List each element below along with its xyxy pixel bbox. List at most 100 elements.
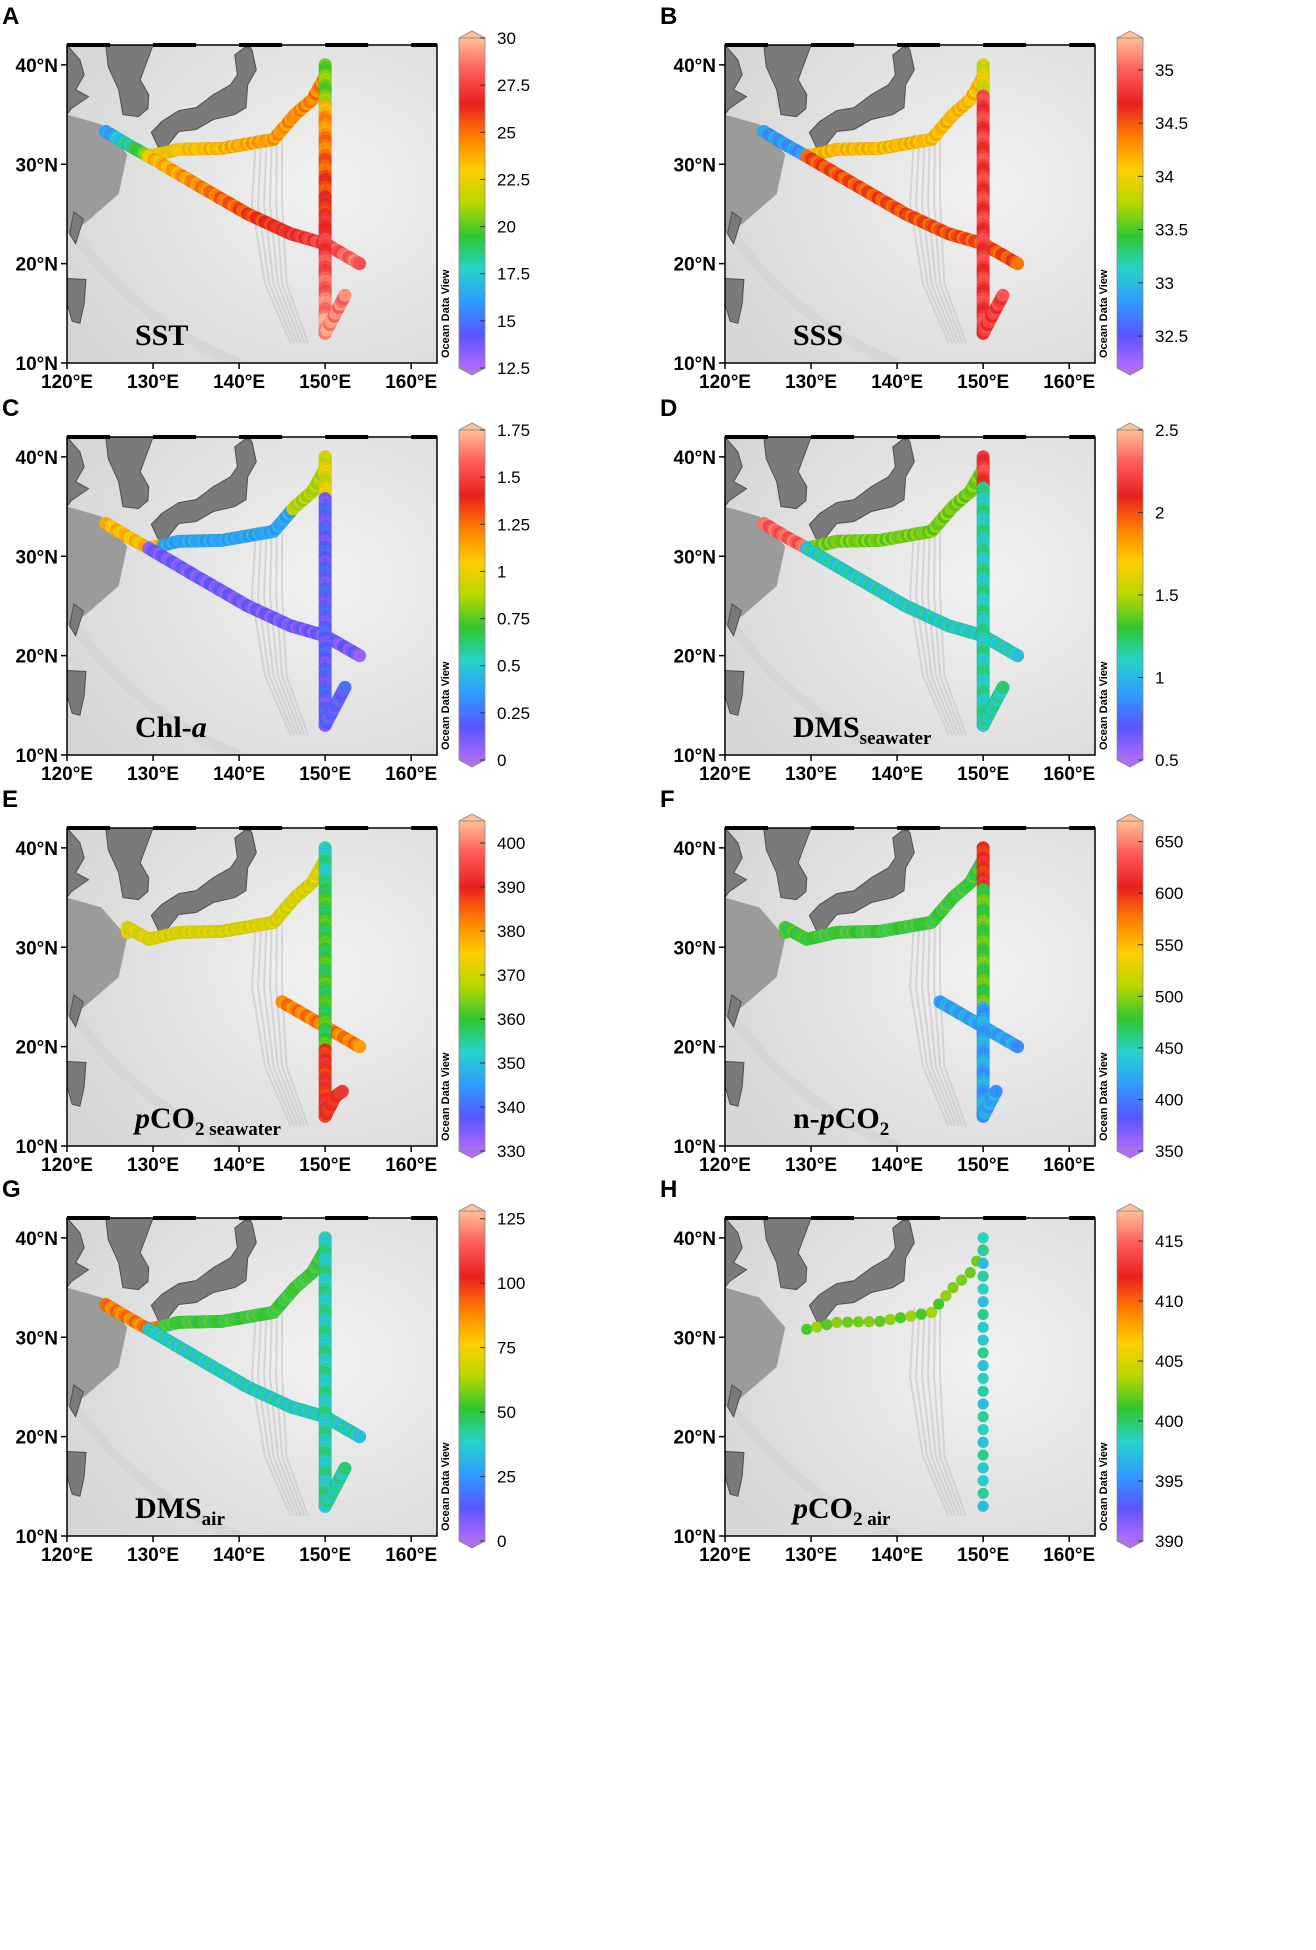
x-tick-label: 140°E [213, 1545, 265, 1566]
x-tick-label: 130°E [785, 764, 837, 785]
x-tick-label: 130°E [785, 1155, 837, 1176]
colorbar-tick-label: 2.5 [1155, 421, 1179, 440]
colorbar-tick-label: 370 [497, 966, 525, 985]
colorbar-tick-label: 32.5 [1155, 327, 1188, 346]
track-point [352, 1429, 367, 1444]
y-tick-label: 40°N [16, 1229, 58, 1250]
colorbar: 35 34.5 34 33.5 33 32.5 [1116, 30, 1188, 376]
y-tick-label: 40°N [16, 56, 58, 77]
track-point [338, 1461, 352, 1476]
x-tick-label: 150°E [957, 764, 1009, 785]
y-tick-label: 30°N [16, 155, 58, 176]
track-point [821, 1318, 833, 1331]
track-point [932, 1298, 945, 1310]
variable-name: Chl-a [135, 711, 207, 744]
land-mass [69, 994, 84, 1028]
cruise-track [756, 450, 1025, 732]
x-tick-label: 120°E [699, 1545, 751, 1566]
colorbar-tick-label: 400 [1155, 1412, 1183, 1431]
y-tick-label: 30°N [16, 938, 58, 959]
x-tick-label: 160°E [1043, 372, 1095, 393]
track-point [811, 1321, 823, 1333]
panel-d: D DMSseawater 120°E 130°E 140°E 150°E 160°E 10°… [658, 392, 1316, 879]
track-point [977, 1372, 989, 1385]
colorbar-tick-label: 450 [1155, 1039, 1183, 1058]
track-point [894, 1312, 907, 1324]
track-point [977, 1500, 989, 1512]
x-tick-label: 160°E [385, 372, 437, 393]
track-point [884, 1313, 896, 1326]
y-tick-label: 40°N [674, 448, 716, 469]
cruise-track [120, 841, 367, 1123]
odv-watermark: Ocean Data View [1098, 269, 1110, 358]
panel-label: E [2, 786, 18, 813]
land-mass [150, 45, 257, 156]
cruise-track [98, 450, 367, 732]
track-point [800, 1323, 813, 1336]
colorbar-tick-label: 1.5 [497, 468, 521, 487]
track-point [977, 1283, 989, 1295]
variable-name: DMSseawater [793, 711, 932, 749]
colorbar-tick-label: 390 [1155, 1532, 1183, 1551]
panel-label: A [2, 3, 19, 30]
map-f: Fn-pCO2 120°E 130°E 140°E 150°E 160°E 10°N 20°N… [660, 786, 1183, 1176]
colorbar-tick-label: 600 [1155, 884, 1183, 903]
basemap [67, 828, 437, 1146]
track-point [977, 1398, 989, 1410]
x-tick-label: 160°E [1043, 764, 1095, 785]
track-point [955, 1274, 968, 1286]
colorbar: 30 27.5 25 22.5 20 17.5 15 12.5 [458, 29, 530, 378]
land-mass [763, 828, 812, 901]
track-point [977, 1385, 989, 1397]
track-point [977, 1244, 989, 1257]
track-point [1010, 1039, 1025, 1054]
track-point [977, 1359, 989, 1372]
map-g: G DMSair 120°E 130°E 140°E 150°E 160°E 10°N 20°N… [2, 1176, 525, 1566]
colorbar: 650 600 550 500 450 400 350 [1116, 813, 1183, 1161]
x-tick-label: 120°E [699, 764, 751, 785]
colorbar-tick-label: 390 [497, 878, 525, 897]
track-point [977, 1347, 989, 1359]
track-point [352, 648, 367, 663]
variable-name: pCO2 air [790, 1492, 891, 1530]
variable-name: SSS [793, 319, 843, 352]
track-point [352, 1039, 367, 1054]
x-tick-label: 140°E [871, 1545, 923, 1566]
odv-watermark: Ocean Data View [440, 1052, 452, 1141]
y-tick-label: 10°N [16, 1137, 58, 1158]
y-tick-label: 30°N [674, 1328, 716, 1349]
track-point [977, 1462, 989, 1474]
y-tick-label: 10°N [674, 746, 716, 767]
land-mass [150, 437, 257, 548]
track-point [1010, 256, 1025, 271]
colorbar-tick-label: 405 [1155, 1352, 1183, 1371]
track-point [925, 1306, 938, 1319]
panel-label: H [660, 1176, 677, 1203]
colorbar-tick-label: 500 [1155, 987, 1183, 1006]
colorbar-tick-label: 400 [1155, 1090, 1183, 1109]
map-b: B SSS 120°E 130°E 140°E 150°E 160°E 10°N 20°N 30°… [660, 3, 1188, 393]
y-tick-label: 10°N [16, 746, 58, 767]
x-tick-label: 140°E [871, 764, 923, 785]
track-point [831, 1316, 843, 1329]
odv-watermark: Ocean Data View [440, 269, 452, 358]
land-mass [69, 211, 84, 245]
land-mass [67, 1451, 87, 1497]
land-mass [725, 670, 745, 716]
track-point [964, 1266, 976, 1279]
land-mass [150, 828, 257, 939]
colorbar-tick-label: 75 [497, 1339, 516, 1358]
colorbar-tick-label: 100 [497, 1274, 525, 1293]
basemap [725, 45, 1095, 363]
track-point [977, 1321, 989, 1334]
land-mass [725, 278, 745, 324]
land-mass [727, 211, 742, 245]
x-tick-label: 120°E [41, 1155, 93, 1176]
land-mass [69, 1384, 84, 1418]
land-mass [808, 828, 915, 939]
colorbar: 415 410 405 400 395 390 [1116, 1203, 1183, 1551]
track-point [977, 1436, 989, 1449]
colorbar-tick-label: 15 [497, 312, 516, 331]
